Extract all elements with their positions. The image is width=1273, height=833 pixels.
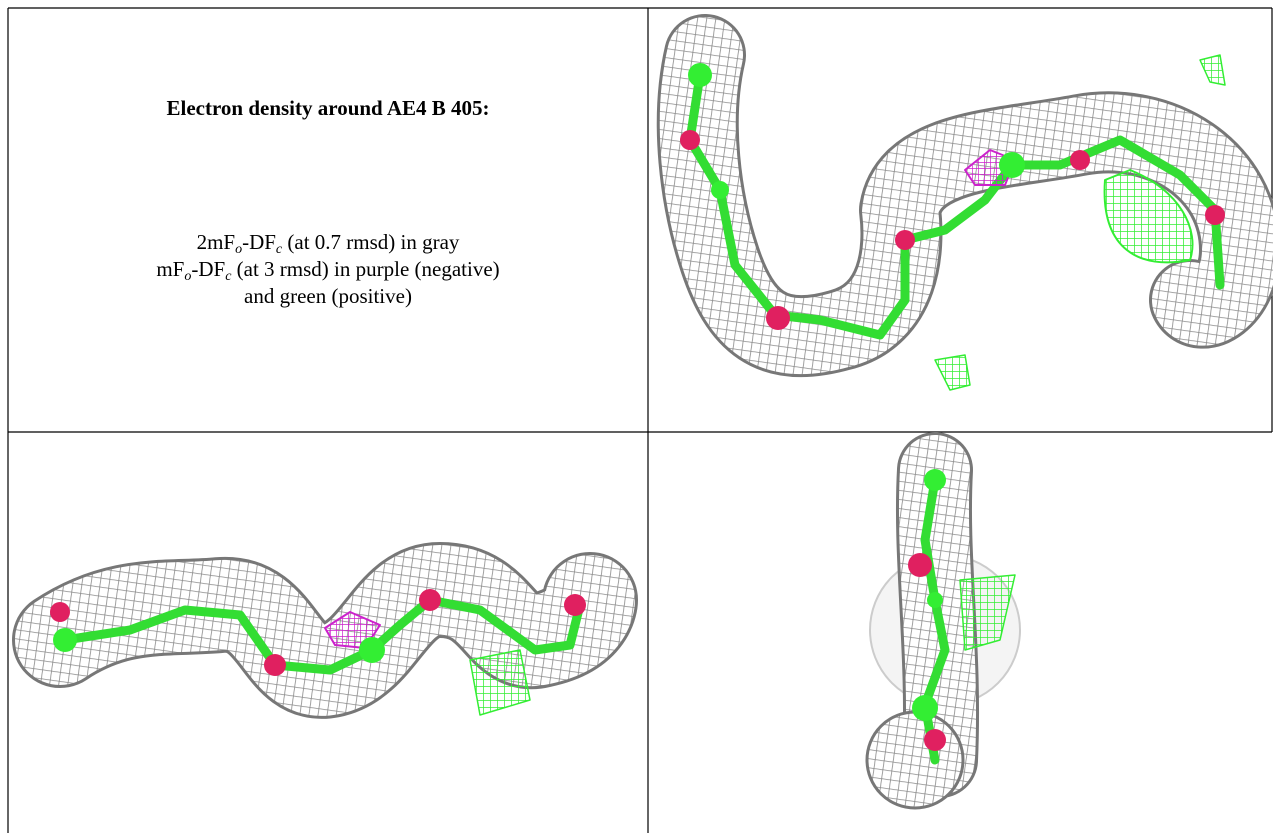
legend-line: 2mFo-DFc (at 0.7 rmsd) in gray (8, 230, 648, 258)
legend-text: -DF (191, 257, 225, 281)
legend-text: -DF (242, 230, 276, 254)
density-view-3 (867, 469, 1020, 808)
legend-text: mF (156, 257, 184, 281)
figure-title: Electron density around AE4 B 405: (8, 96, 648, 121)
density-view-1 (680, 55, 1240, 390)
legend-text: 2mF (197, 230, 236, 254)
legend-text: (at 3 rmsd) in purple (negative) (231, 257, 499, 281)
legend-line: and green (positive) (8, 284, 648, 309)
figure-grid (0, 0, 1273, 833)
page: Electron density around AE4 B 405: 2mFo-… (0, 0, 1273, 833)
legend-text: (at 0.7 rmsd) in gray (282, 230, 459, 254)
density-view-2 (50, 589, 590, 715)
legend-line: mFo-DFc (at 3 rmsd) in purple (negative) (8, 257, 648, 285)
